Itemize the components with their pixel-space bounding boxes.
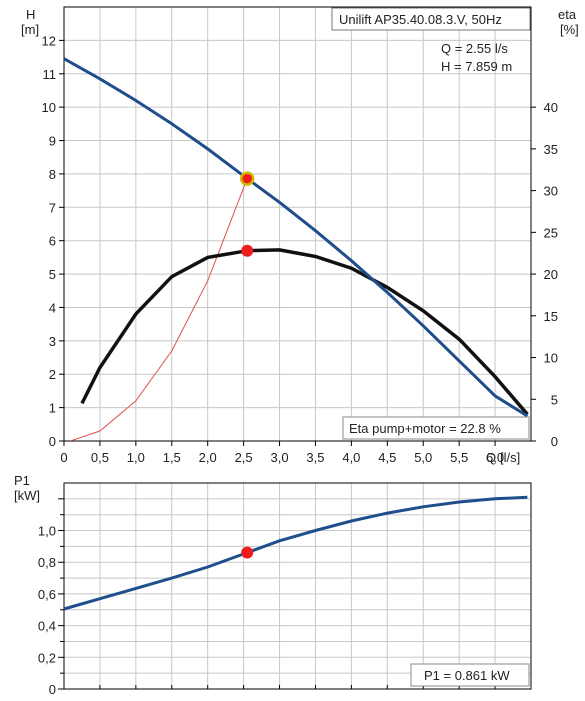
power-axis-unit: [kW]: [14, 488, 40, 503]
eta-axis-ticks: 0 5 10 15 20 25 30 35 40: [531, 100, 558, 449]
head-tick-label: 6: [49, 234, 56, 249]
head-tick-label: 11: [43, 67, 57, 82]
efficiency-annotation: Eta pump+motor = 22.8 %: [349, 421, 501, 436]
head-tick-label: 10: [42, 100, 56, 115]
power-tick-label: 0,4: [38, 619, 56, 634]
power-chart: 0 0,2 0,4 0,6 0,8 1,0 P1 [kW] P1 = 0.861 kW: [14, 473, 532, 697]
head-tick-label: 2: [49, 367, 56, 382]
head-tick-label: 3: [49, 334, 56, 349]
chart-title: Unilift AP35.40.08.3.V, 50Hz: [339, 12, 502, 27]
eta-tick-label: 10: [544, 351, 558, 366]
flow-tick-label: 4,5: [378, 450, 396, 465]
eta-tick-label: 15: [544, 309, 558, 324]
flow-tick-label: 3,5: [306, 450, 324, 465]
head-readout: H = 7.859 m: [441, 59, 512, 74]
power-tick-label: 0,6: [38, 587, 56, 602]
power-chart-frame: [63, 482, 532, 690]
chart-title-box: [331, 7, 531, 31]
power-chart-grid: [64, 483, 531, 689]
power-annotation: P1 = 0.861 kW: [424, 668, 510, 683]
head-tick-label: 4: [49, 300, 56, 315]
flow-axis-name: Q: [486, 450, 496, 465]
power-annotation-box: [410, 663, 530, 687]
head-axis-unit: [m]: [21, 22, 39, 37]
flow-tick-label: 6,0: [486, 450, 504, 465]
eta-tick-label: 40: [544, 100, 558, 115]
power-tick-label: 0,2: [38, 650, 56, 665]
head-curve-line: [63, 57, 529, 418]
efficiency-duty-point: [241, 244, 254, 257]
head-tick-label: 7: [49, 200, 56, 215]
eta-axis-unit: [%]: [560, 22, 579, 37]
eta-tick-label: 30: [544, 184, 558, 199]
eta-tick-label: 0: [551, 434, 558, 449]
head-tick-label: 1: [49, 401, 56, 416]
flow-tick-label: 0: [60, 450, 67, 465]
eta-axis-name: eta: [558, 7, 577, 22]
head-tick-label: 12: [42, 33, 56, 48]
head-tick-label: 5: [49, 267, 56, 282]
power-curve-line: [63, 495, 528, 611]
flow-tick-label: 0,5: [91, 450, 109, 465]
power-flow-axis-ticks: [63, 685, 496, 689]
system-curve-line: [71, 178, 248, 442]
flow-tick-label: 3,0: [270, 450, 288, 465]
head-tick-label: 8: [49, 167, 56, 182]
flow-axis-unit: [l/s]: [500, 450, 520, 465]
flow-axis-ticks: 0 0,5 1,0 1,5 2,0 2,5 3,0 3,5 4,0 4,5 5,0 5,5 6,0: [60, 441, 504, 465]
eta-tick-label: 5: [551, 392, 558, 407]
eta-tick-label: 35: [544, 142, 558, 157]
power-axis-ticks: 0 0,2 0,4 0,6 0,8 1,0: [38, 498, 64, 697]
power-axis-name: P1: [14, 473, 30, 488]
flow-tick-label: 2,0: [199, 450, 217, 465]
efficiency-curve-line: [80, 248, 529, 416]
flow-tick-label: 1,0: [127, 450, 145, 465]
power-tick-label: 1,0: [38, 524, 56, 539]
head-chart-frame: [63, 6, 532, 442]
eta-tick-label: 20: [544, 267, 558, 282]
flow-readout: Q = 2.55 l/s: [441, 41, 508, 56]
efficiency-annotation-box: [342, 416, 530, 440]
power-tick-label: 0,8: [38, 555, 56, 570]
flow-tick-label: 5,0: [414, 450, 432, 465]
head-tick-label: 0: [49, 434, 56, 449]
eta-tick-label: 25: [544, 225, 558, 240]
flow-tick-label: 2,5: [235, 450, 253, 465]
flow-tick-label: 1,5: [163, 450, 181, 465]
head-tick-label: 9: [49, 134, 56, 149]
flow-tick-label: 4,0: [342, 450, 360, 465]
head-axis-name: H: [26, 7, 35, 22]
power-tick-label: 0: [49, 682, 56, 697]
head-chart-grid: [64, 7, 531, 441]
flow-tick-label: 5,5: [450, 450, 468, 465]
power-duty-point: [241, 546, 254, 559]
head-duty-point: [239, 171, 255, 186]
